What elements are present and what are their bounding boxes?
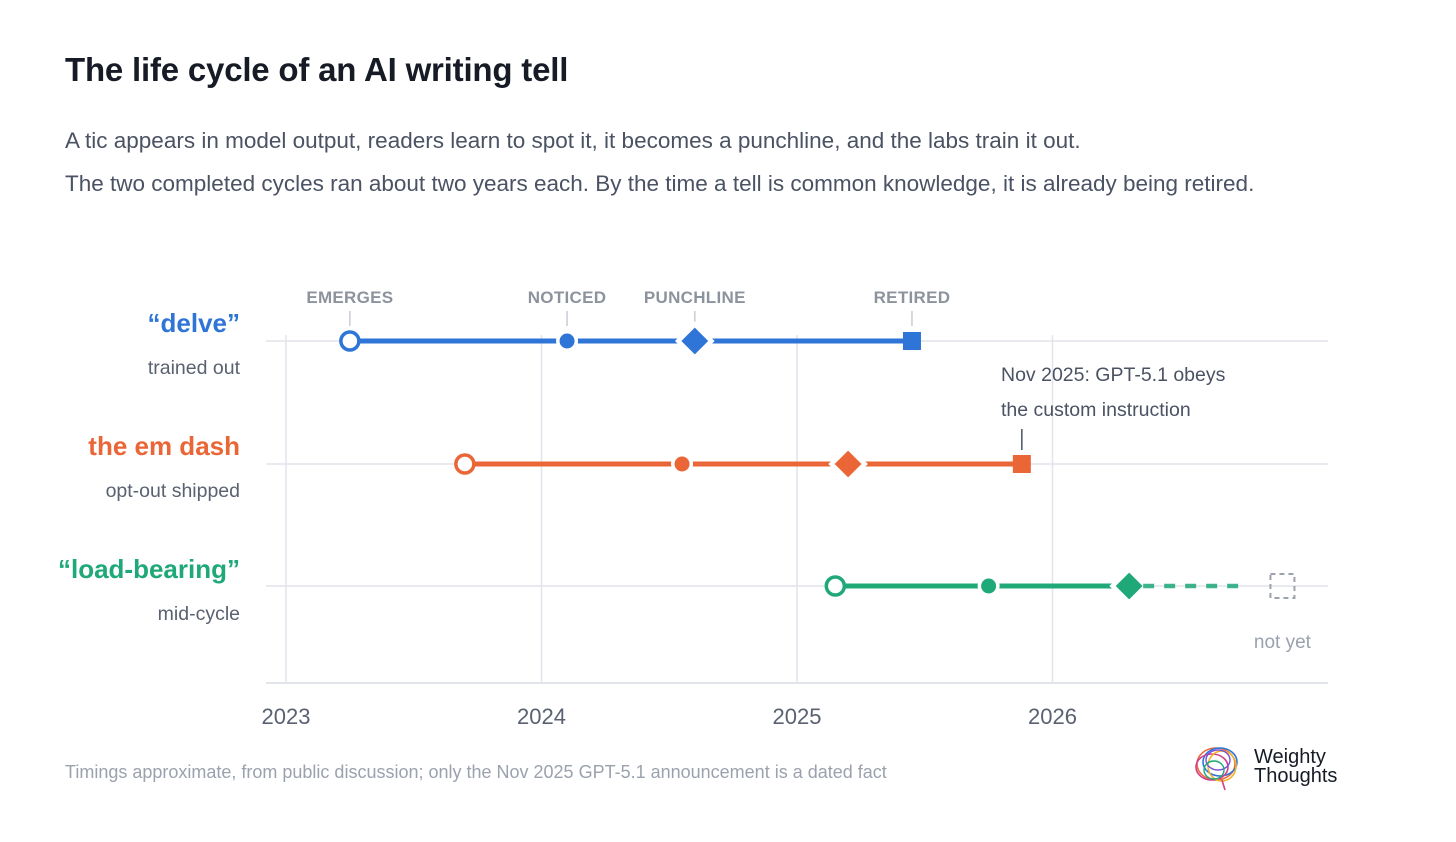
- series-status: trained out: [148, 357, 241, 379]
- chart-subtitle-line-1: A tic appears in model output, readers l…: [65, 128, 1081, 153]
- stage-label: NOTICED: [528, 288, 607, 307]
- brand-name: Weighty Thoughts: [1254, 746, 1338, 787]
- annotation-line-2: the custom instruction: [1001, 399, 1191, 421]
- emerges-marker: [454, 453, 476, 475]
- punchline-marker: [1115, 572, 1143, 600]
- chart-subtitle-line-2: The two completed cycles ran about two y…: [65, 171, 1255, 196]
- retired-marker: [902, 332, 921, 350]
- brand-mark: Weighty Thoughts: [1192, 742, 1362, 794]
- noticed-marker: [674, 456, 690, 472]
- noticed-marker: [981, 578, 997, 594]
- chart-title: The life cycle of an AI writing tell: [65, 51, 569, 88]
- not-yet-label: not yet: [1254, 632, 1312, 653]
- series-status: opt-out shipped: [106, 480, 240, 502]
- stage-label: RETIRED: [874, 288, 951, 307]
- x-tick-label: 2024: [517, 704, 566, 729]
- emerges-marker: [824, 575, 847, 597]
- x-tick-label: 2025: [773, 704, 822, 729]
- retired-placeholder-marker: [1269, 573, 1296, 599]
- stage-label: PUNCHLINE: [644, 288, 746, 307]
- series-status: mid-cycle: [158, 603, 240, 625]
- series-name: “delve”: [148, 308, 241, 338]
- brain-logo-icon: [1195, 747, 1238, 791]
- retired-marker: [1012, 455, 1031, 473]
- stage-label: EMERGES: [306, 288, 393, 307]
- x-tick-label: 2026: [1028, 704, 1077, 729]
- series-name: the em dash: [88, 431, 240, 461]
- series-name: “load-bearing”: [58, 554, 240, 584]
- footnote: Timings approximate, from public discuss…: [65, 762, 887, 782]
- x-tick-label: 2023: [262, 704, 311, 729]
- brand-line-2: Thoughts: [1254, 765, 1338, 787]
- noticed-marker: [559, 333, 575, 349]
- annotation-line-1: Nov 2025: GPT-5.1 obeys: [1001, 364, 1226, 386]
- emerges-marker: [339, 330, 361, 352]
- brand-line-1: Weighty: [1254, 746, 1326, 768]
